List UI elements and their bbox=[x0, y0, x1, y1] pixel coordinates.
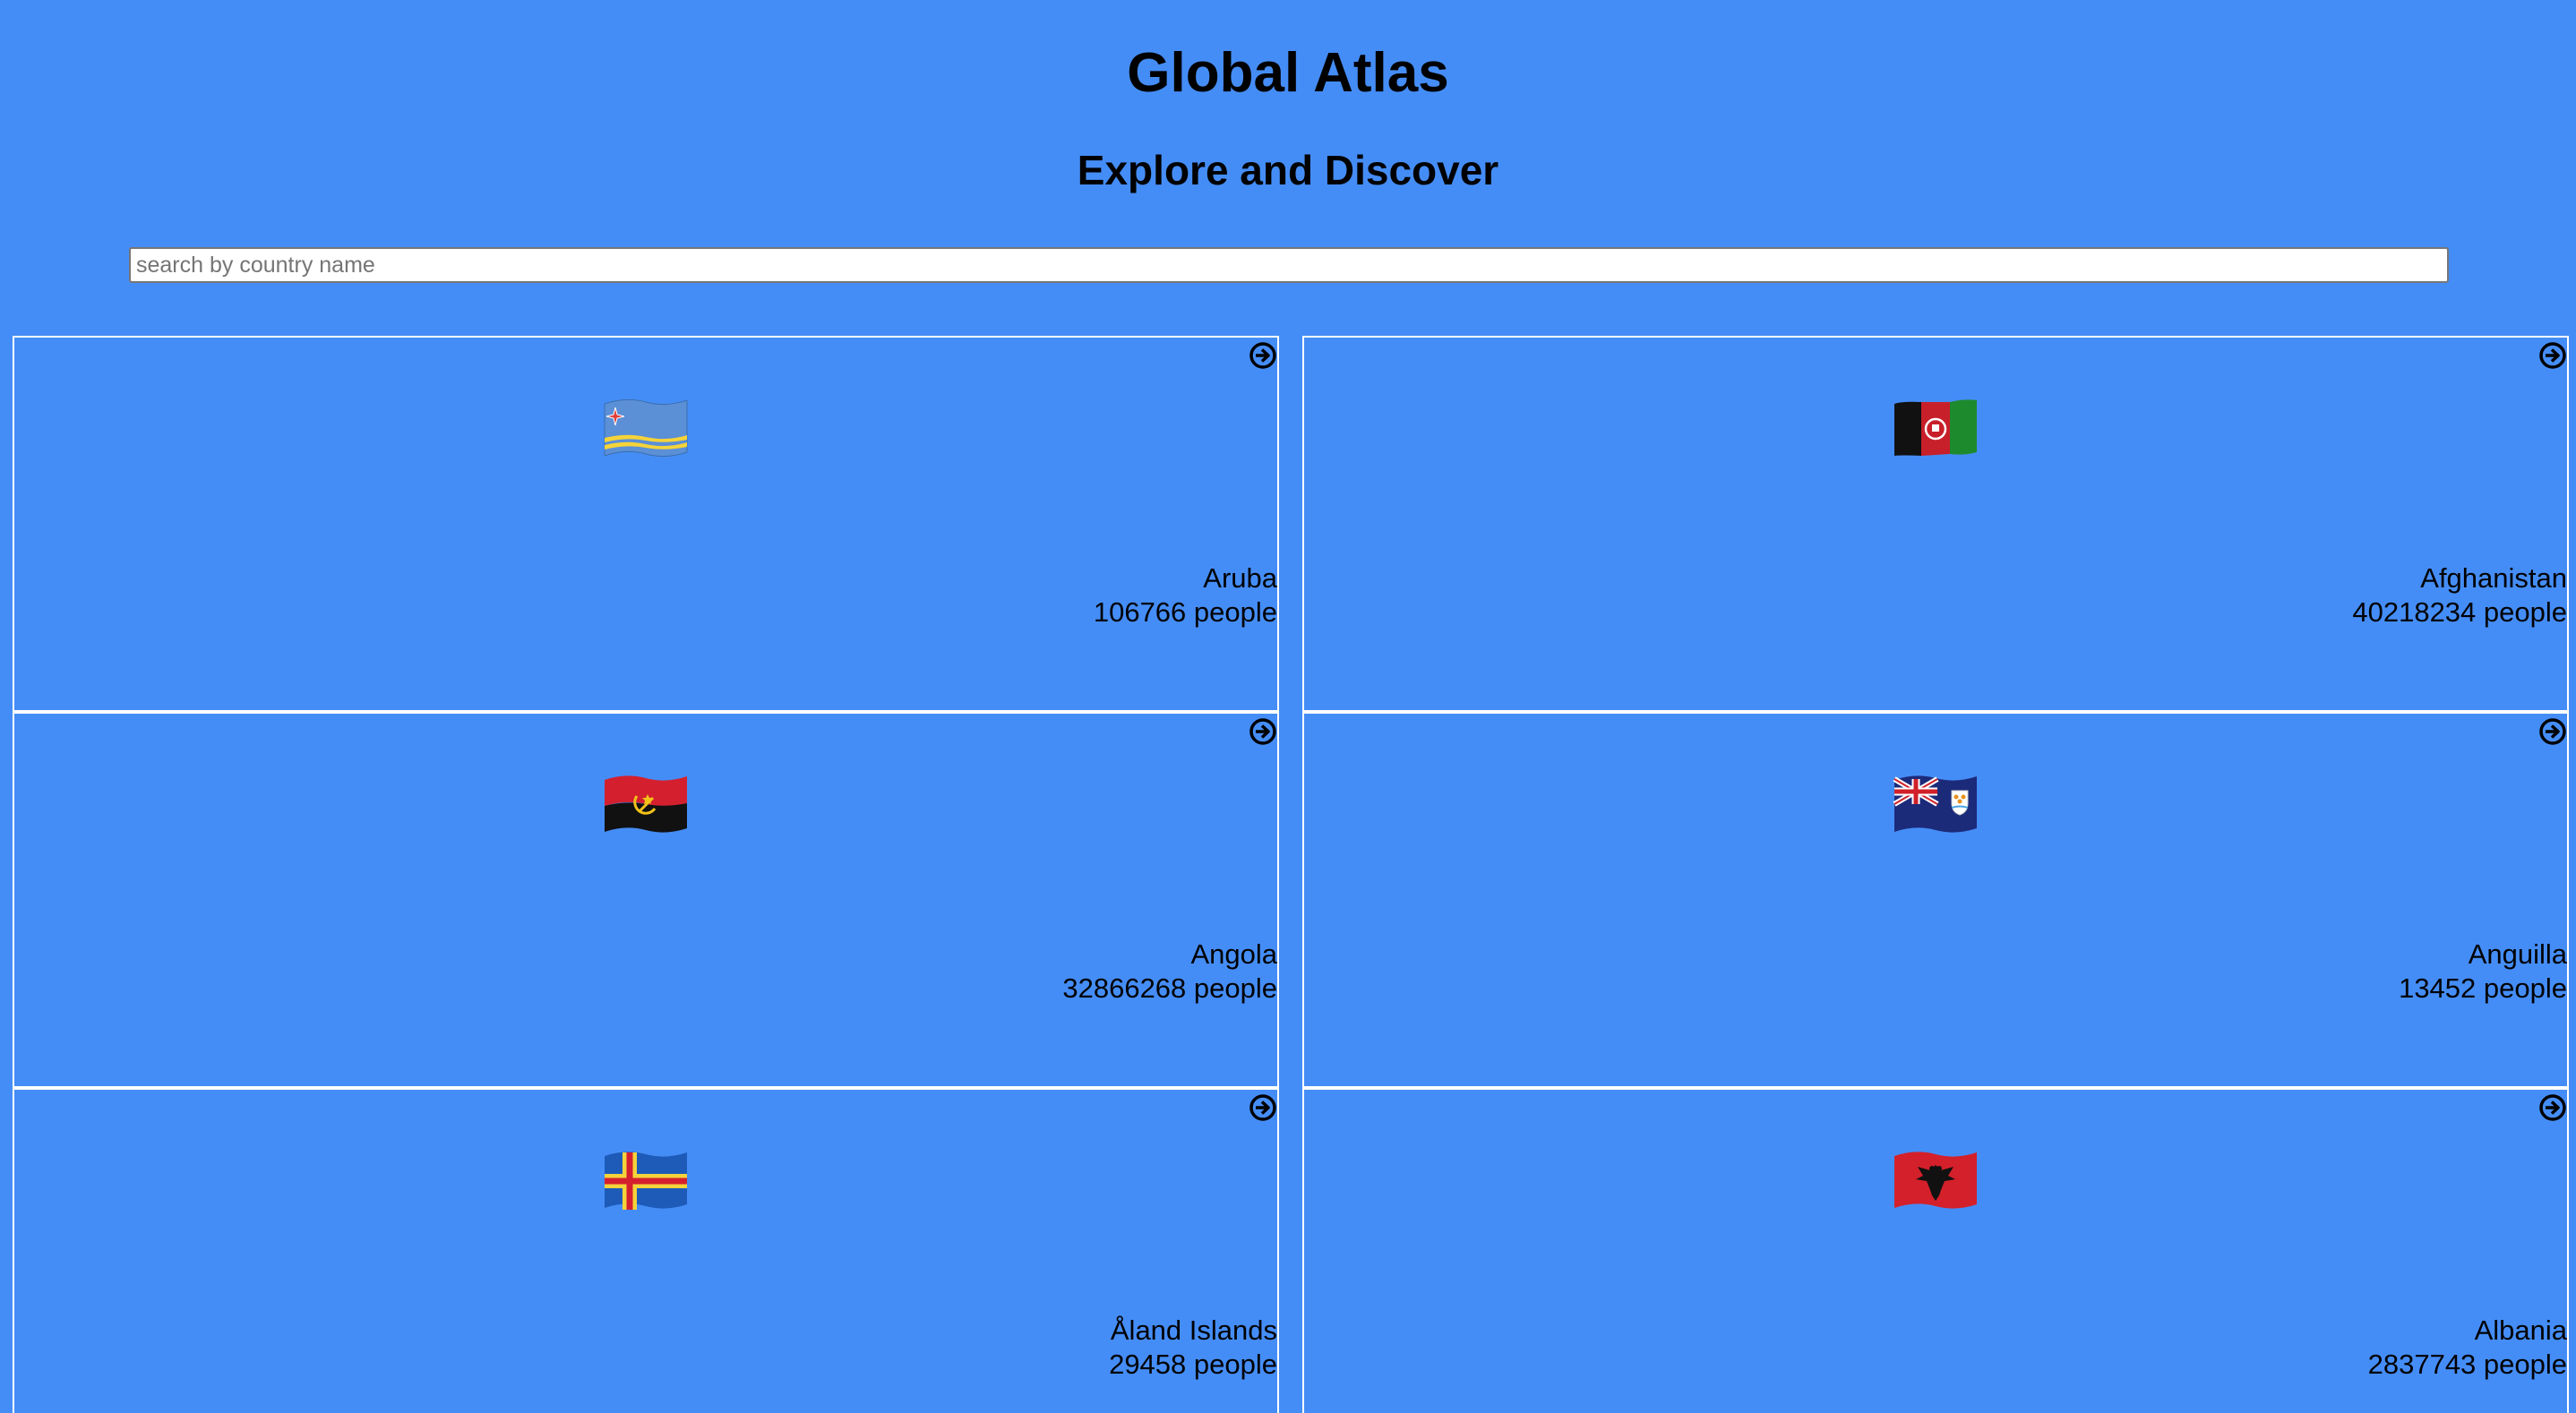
flag-container bbox=[1304, 1149, 2567, 1213]
flag-container bbox=[14, 1149, 1277, 1213]
arrow-circle-right-icon[interactable] bbox=[1249, 1093, 1277, 1122]
arrow-circle-right-icon[interactable] bbox=[2538, 1093, 2567, 1122]
page-title: Global Atlas bbox=[1127, 42, 1449, 104]
country-population: 40218234 people bbox=[2352, 596, 2567, 628]
flag-container bbox=[14, 397, 1277, 461]
country-info: Åland Islands 29458 people bbox=[1109, 1314, 1277, 1382]
country-card-angola[interactable]: Angola 32866268 people bbox=[13, 712, 1279, 1088]
flag-container bbox=[14, 773, 1277, 837]
country-population: 13452 people bbox=[2399, 972, 2567, 1004]
albania-flag-icon bbox=[1894, 1152, 1977, 1209]
country-name: Afghanistan bbox=[2420, 562, 2567, 594]
country-name: Angola bbox=[1190, 938, 1277, 970]
arrow-circle-right-icon[interactable] bbox=[2538, 341, 2567, 370]
arrow-circle-right-icon[interactable] bbox=[1249, 341, 1277, 370]
country-info: Angola 32866268 people bbox=[1062, 938, 1277, 1006]
country-info: Aruba 106766 people bbox=[1094, 561, 1277, 629]
country-name: Anguilla bbox=[2468, 938, 2567, 970]
country-card-afghanistan[interactable]: Afghanistan 40218234 people bbox=[1302, 336, 2569, 712]
country-name: Albania bbox=[2474, 1315, 2567, 1346]
arrow-circle-right-icon[interactable] bbox=[1249, 717, 1277, 746]
country-card-aruba[interactable]: Aruba 106766 people bbox=[13, 336, 1279, 712]
flag-container bbox=[1304, 397, 2567, 461]
aland-islands-flag-icon bbox=[605, 1152, 687, 1210]
country-name: Aruba bbox=[1203, 562, 1277, 594]
flag-container bbox=[1304, 773, 2567, 837]
page-subtitle: Explore and Discover bbox=[1077, 147, 1499, 193]
arrow-circle-right-icon[interactable] bbox=[2538, 717, 2567, 746]
country-population: 106766 people bbox=[1093, 596, 1277, 628]
country-population: 29458 people bbox=[1109, 1349, 1277, 1380]
country-card-anguilla[interactable]: Anguilla 13452 people bbox=[1302, 712, 2569, 1088]
country-info: Anguilla 13452 people bbox=[2399, 938, 2567, 1006]
search-input[interactable] bbox=[129, 247, 2449, 283]
afghanistan-flag-icon bbox=[1894, 399, 1977, 456]
country-name: Åland Islands bbox=[1110, 1315, 1277, 1346]
aruba-flag-icon bbox=[604, 398, 688, 458]
country-info: Afghanistan 40218234 people bbox=[2352, 561, 2567, 629]
country-population: 2837743 people bbox=[2367, 1349, 2567, 1380]
anguilla-flag-icon bbox=[1893, 775, 1977, 833]
country-info: Albania 2837743 people bbox=[2368, 1314, 2567, 1382]
country-population: 32866268 people bbox=[1062, 972, 1277, 1004]
country-grid: Aruba 106766 people Afghan bbox=[13, 336, 2574, 1413]
country-card-aland-islands[interactable]: Åland Islands 29458 people bbox=[13, 1088, 1279, 1413]
angola-flag-icon bbox=[605, 775, 687, 833]
country-card-albania[interactable]: Albania 2837743 people bbox=[1302, 1088, 2569, 1413]
